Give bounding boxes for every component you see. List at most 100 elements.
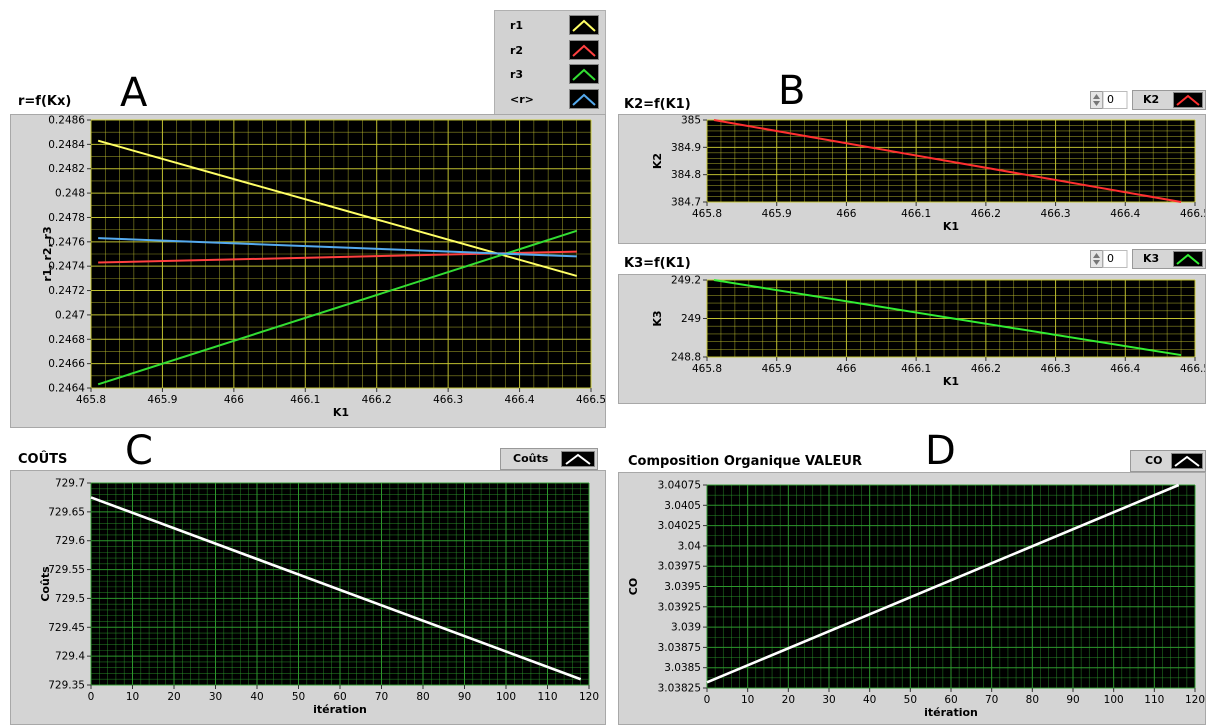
panel-label-b: B [778, 68, 806, 114]
x-tick-label: 30 [822, 694, 835, 706]
x-tick-label: 466.4 [505, 394, 535, 406]
x-tick-label: 466 [224, 394, 244, 406]
chart-d-title: Composition Organique VALEUR [628, 454, 862, 469]
x-tick-label: 466.2 [971, 208, 1001, 220]
y-tick-label: 384.8 [671, 169, 701, 181]
chart-c-frame: 0 10 20 30 40 50 60 70 80 90 100 110 120 729.35 729.4 7… [10, 470, 606, 725]
x-tick-label: 100 [1104, 694, 1124, 706]
y-tick-label: 729.45 [48, 622, 85, 634]
x-tick-label: 80 [1026, 694, 1039, 706]
x-tick-label: 0 [704, 694, 711, 706]
y-tick-label: 0.2476 [48, 236, 85, 248]
x-tick-label: 466.4 [1110, 363, 1140, 375]
x-tick-label: 70 [985, 694, 998, 706]
y-tick-label: 248.8 [671, 352, 701, 364]
x-axis-label: itération [924, 706, 978, 719]
x-tick-label: 465.8 [76, 394, 106, 406]
y-tick-label: 3.04 [678, 540, 702, 552]
panel-label-c: C [125, 428, 153, 474]
chart-a: 465.8 465.9 466 466.1 466.2 466.3 466.4 466.5 0.… [41, 115, 606, 420]
x-tick-label: 466 [836, 208, 856, 220]
chart-d: 0 10 20 30 40 50 60 70 80 90 100 110 120 3.03825 3.038… [627, 480, 1205, 720]
y-tick-label: 0.247 [55, 309, 85, 321]
y-tick-label: 3.03875 [658, 642, 701, 654]
legend-couts: Coûts [500, 448, 598, 470]
y-tick-label: 385 [681, 115, 701, 127]
y-tick-label: 729.6 [55, 535, 85, 547]
legend-a-swatch-r3[interactable] [569, 64, 599, 84]
chart-b2-title: K3=f(K1) [624, 256, 691, 271]
y-tick-label: 3.04075 [658, 480, 701, 492]
y-tick-label: 0.248 [55, 188, 85, 200]
y-tick-label: 729.4 [55, 651, 85, 663]
y-axis-label: r1, r2, r3 [41, 226, 54, 281]
x-tick-label: 80 [416, 691, 429, 703]
y-tick-label: 3.039 [671, 622, 701, 634]
y-tick-label: 3.0405 [664, 500, 701, 512]
k2-spinner-value: 0 [1107, 93, 1114, 106]
panel-label-d: D [925, 428, 956, 474]
y-tick-label: 249.2 [671, 275, 701, 287]
x-tick-label: 40 [250, 691, 263, 703]
legend-a-label-r3: r3 [510, 68, 524, 81]
x-tick-label: 60 [333, 691, 346, 703]
y-tick-label: 249 [681, 313, 701, 325]
legend-a-swatch-r1[interactable] [569, 15, 599, 35]
legend-k3-swatch[interactable] [1173, 251, 1203, 267]
y-tick-label: 3.0385 [664, 662, 701, 674]
k3-spinner[interactable]: 0 [1090, 250, 1128, 268]
y-axis-label: CO [627, 578, 640, 595]
x-tick-label: 466.2 [362, 394, 392, 406]
y-tick-label: 3.04025 [658, 520, 701, 532]
legend-k3-label: K3 [1143, 252, 1160, 265]
legend-couts-swatch[interactable] [561, 451, 595, 467]
y-axis-label: K3 [651, 310, 664, 326]
legend-co-swatch[interactable] [1171, 453, 1203, 469]
y-tick-label: 384.9 [671, 142, 701, 154]
y-tick-label: 384.7 [671, 197, 701, 209]
k3-spinner-value: 0 [1107, 252, 1114, 265]
x-axis-label: K1 [943, 375, 959, 388]
legend-a-label-r1: r1 [510, 19, 524, 32]
legend-a-swatch-mean[interactable] [569, 89, 599, 109]
x-tick-label: 110 [1144, 694, 1164, 706]
x-tick-label: 90 [1066, 694, 1079, 706]
chart-b2: 465.8 465.9 466 466.1 466.2 466.3 466.4 466.5 24… [651, 275, 1206, 389]
y-tick-label: 0.2484 [48, 139, 85, 151]
x-tick-label: 466.2 [971, 363, 1001, 375]
y-tick-label: 3.03925 [658, 601, 701, 613]
x-tick-label: 0 [88, 691, 95, 703]
chart-c: 0 10 20 30 40 50 60 70 80 90 100 110 120 729.35 729.4 7… [39, 478, 599, 717]
chart-c-title: COÛTS [18, 452, 68, 467]
legend-a-label-r2: r2 [510, 44, 524, 57]
y-tick-label: 0.2468 [48, 334, 85, 346]
x-tick-label: 100 [496, 691, 516, 703]
legend-k2-swatch[interactable] [1173, 92, 1203, 108]
y-tick-label: 729.5 [55, 593, 85, 605]
x-tick-label: 466.3 [1041, 208, 1071, 220]
x-axis-label: K1 [333, 406, 349, 419]
y-axis-label: Coûts [39, 566, 52, 602]
y-tick-label: 729.7 [55, 478, 85, 490]
x-tick-label: 50 [292, 691, 305, 703]
legend-k3: K3 [1132, 249, 1206, 269]
x-tick-label: 70 [375, 691, 388, 703]
x-tick-label: 466.4 [1110, 208, 1140, 220]
series-line-r3 [97, 229, 578, 386]
y-tick-label: 729.55 [48, 564, 85, 576]
y-tick-label: 3.03825 [658, 683, 701, 695]
x-tick-label: 466.1 [901, 363, 931, 375]
panel-label-a: A [120, 70, 148, 116]
x-tick-label: 50 [904, 694, 917, 706]
series-line-k2 [713, 119, 1182, 203]
series-line-r [98, 237, 577, 258]
chart-a-frame: 465.8 465.9 466 466.1 466.2 466.3 466.4 466.5 0.… [10, 114, 606, 428]
x-tick-label: 466 [836, 363, 856, 375]
x-tick-label: 465.9 [147, 394, 177, 406]
y-tick-label: 0.2486 [48, 115, 85, 127]
legend-a-swatch-r2[interactable] [569, 40, 599, 60]
x-tick-label: 466.3 [433, 394, 463, 406]
k2-spinner[interactable]: 0 [1090, 91, 1128, 109]
x-tick-label: 465.9 [762, 208, 792, 220]
legend-a-label-mean: <r> [510, 93, 534, 106]
